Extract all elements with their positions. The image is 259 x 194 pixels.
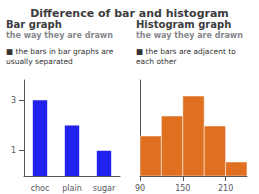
svg-text:each other: each other <box>136 57 177 66</box>
svg-text:■ the bars are adjacent to: ■ the bars are adjacent to <box>136 47 236 56</box>
svg-text:the way they are drawn: the way they are drawn <box>136 31 243 40</box>
svg-text:choc: choc <box>31 184 50 193</box>
svg-text:plain: plain <box>62 184 82 193</box>
svg-text:3: 3 <box>11 96 16 105</box>
svg-text:Difference of bar and histogra: Difference of bar and histogram <box>30 7 229 20</box>
svg-text:sugar: sugar <box>93 184 116 193</box>
svg-text:■ the bars in bar graphs are: ■ the bars in bar graphs are <box>6 47 114 56</box>
svg-text:usually separated: usually separated <box>6 57 73 66</box>
svg-text:1: 1 <box>11 146 16 155</box>
svg-text:Histogram graph: Histogram graph <box>136 19 231 30</box>
svg-text:Bar graph: Bar graph <box>6 19 62 30</box>
svg-text:90: 90 <box>135 184 145 193</box>
svg-text:the way they are drawn: the way they are drawn <box>6 31 113 40</box>
svg-text:210: 210 <box>218 184 233 193</box>
svg-text:150: 150 <box>175 184 190 193</box>
